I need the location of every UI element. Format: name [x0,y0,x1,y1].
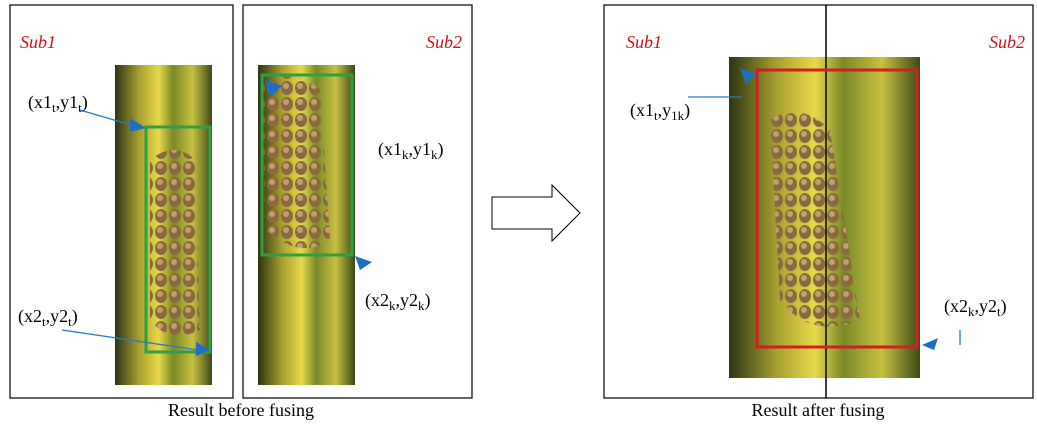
diagram: Sub1 Sub2 Result before fusing Sub1 Sub2… [0,0,1037,427]
marker [355,256,372,270]
label-part: ,y1 [409,139,432,159]
tag: Sub2 [426,32,462,52]
subscript: 1k [671,108,685,123]
tag: Sub1 [20,32,56,52]
label-part: ) [684,100,690,121]
label-part: ) [82,92,88,113]
label-part: (x1 [378,139,402,160]
tag: Sub2 [989,32,1025,52]
label-part: ,y2 [975,296,998,316]
image-grains [150,150,200,336]
point-label: (x1k,y1k) [378,139,444,162]
point-label: (x2k,y2t) [944,296,1007,319]
arrow [492,185,580,241]
label-part: ) [1001,296,1007,317]
label-part: (x2 [365,290,389,311]
label-part: ,y [658,100,672,120]
label-part: (x2 [18,306,42,327]
image-grains [262,77,330,248]
caption: Result before fusing [168,400,314,420]
point-label: (x2t,y2t) [18,306,78,329]
tag: Sub1 [626,32,662,52]
label-part: ) [72,306,78,327]
label-part: ,y2 [396,290,419,310]
label-part: ,y1 [56,92,79,112]
point-label: (x1t,y1t) [28,92,88,115]
label-part: (x1 [28,92,52,113]
label-part: ,y2 [46,306,69,326]
marker [922,338,938,350]
label-part: ) [425,290,431,311]
point-label: (x2k,y2k) [365,290,431,313]
caption: Result after fusing [752,400,885,420]
point-label: (x1t,y1k) [630,100,690,123]
label-part: (x1 [630,100,654,121]
label-part: ) [438,139,444,160]
label-part: (x2 [944,296,968,317]
